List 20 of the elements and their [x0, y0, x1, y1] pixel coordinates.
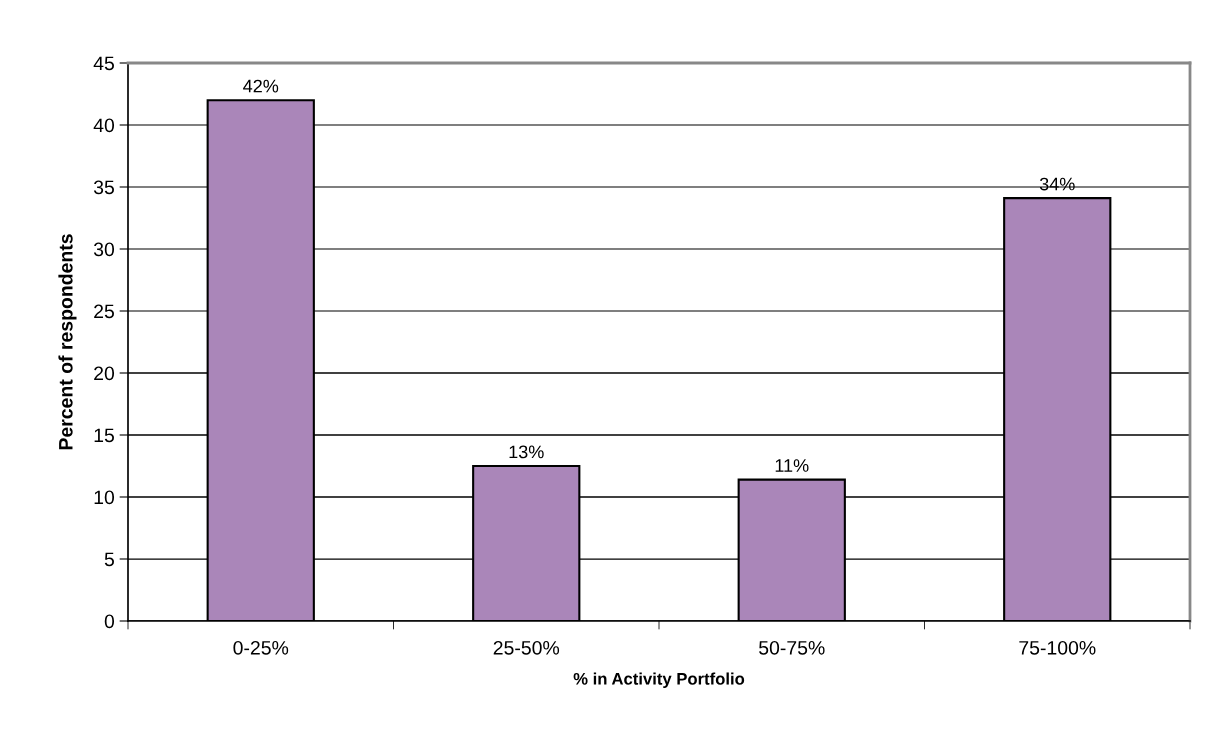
y-tick-label: 25	[94, 304, 114, 319]
y-tick-label: 20	[94, 366, 115, 381]
data-label: 13%	[509, 445, 544, 459]
x-tick-label: 25-50%	[493, 640, 560, 655]
y-tick-label: 0	[104, 614, 115, 629]
y-tick-label: 10	[94, 490, 115, 505]
y-axis-title: Percent of respondents	[58, 234, 77, 450]
y-tick-label: 5	[104, 552, 114, 567]
data-label: 34%	[1039, 177, 1075, 191]
y-tick-label: 45	[93, 56, 114, 71]
x-axis-title: % in Activity Portfolio	[573, 672, 745, 688]
data-label: 11%	[775, 459, 809, 472]
y-tick-label: 15	[94, 428, 114, 443]
y-tick-label: 30	[93, 242, 115, 257]
y-tick-label: 40	[93, 118, 115, 133]
x-tick-label: 0-25%	[233, 640, 289, 655]
x-tick-label: 50-75%	[759, 640, 825, 655]
x-tick-label: 75-100%	[1019, 640, 1096, 655]
y-tick-label: 35	[93, 180, 114, 195]
data-label: 42%	[243, 79, 279, 93]
